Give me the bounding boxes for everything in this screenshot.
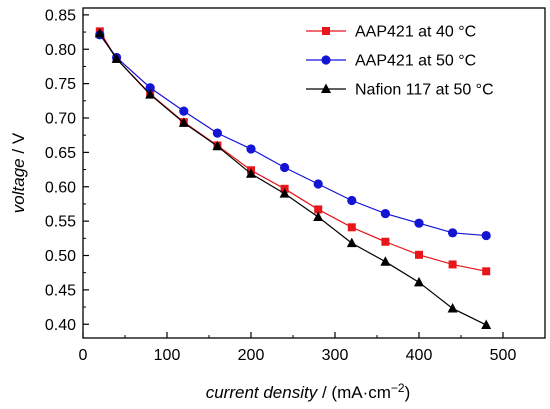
data-point: [212, 140, 223, 151]
y-tick-label: 0.65: [45, 145, 76, 162]
x-axis-title: current density / (mA·cm−2): [206, 381, 411, 402]
legend-item: AAP421 at 40 °C: [306, 24, 476, 41]
plot-frame: [82, 7, 546, 339]
y-tick-label: 0.45: [45, 282, 76, 299]
data-point: [313, 211, 324, 221]
x-tick-label: 100: [154, 347, 181, 364]
data-point: [381, 237, 390, 246]
y-axis-title: voltage / V: [9, 132, 28, 213]
data-point: [380, 208, 390, 219]
data-point: [347, 195, 357, 206]
data-point: [145, 89, 156, 99]
legend-label: AAP421 at 40 °C: [355, 24, 476, 41]
y-axis-title-quantity: voltage: [9, 158, 28, 213]
data-point: [280, 162, 290, 173]
data-point: [347, 223, 356, 232]
legend-marker: [321, 55, 331, 65]
data-point: [481, 319, 492, 329]
legend-item: Nafion 117 at 50 °C: [306, 82, 494, 99]
data-point: [414, 276, 424, 287]
legend: AAP421 at 40 °C AAP421 at 50 °C Nafion 117…: [306, 24, 494, 99]
data-point: [415, 250, 423, 259]
y-axis-title-unit: V: [9, 132, 28, 144]
data-point: [111, 53, 122, 63]
x-axis-title-separator: /: [322, 383, 327, 402]
legend-marker: [321, 83, 331, 93]
legend-item: AAP421 at 50 °C: [306, 53, 476, 70]
axis-ticks: 0 100 200 300 400 500 0.40 0.45 0.50 0.55 0.60 0.65…: [45, 7, 517, 364]
data-point: [246, 144, 256, 154]
data-point: [481, 230, 491, 241]
y-tick-label: 0.85: [45, 7, 76, 24]
data-point: [145, 83, 155, 93]
data-point: [380, 256, 391, 266]
y-tick-label: 0.50: [45, 248, 76, 265]
series-layer: [94, 27, 492, 329]
data-point: [212, 128, 222, 138]
legend-marker: [322, 27, 330, 35]
data-point: [414, 218, 424, 228]
data-point: [448, 228, 458, 238]
x-tick-label: 400: [406, 347, 433, 364]
y-tick-label: 0.70: [45, 111, 76, 128]
data-point: [94, 27, 105, 38]
y-tick-label: 0.75: [45, 76, 76, 93]
data-point: [447, 302, 458, 313]
y-tick-label: 0.40: [45, 317, 76, 334]
x-tick-label: 0: [79, 347, 88, 364]
legend-label: Nafion 117 at 50 °C: [355, 82, 494, 99]
x-tick-label: 500: [490, 347, 517, 364]
y-tick-label: 0.55: [45, 214, 76, 231]
y-axis-title-separator: /: [9, 149, 28, 154]
x-axis-title-quantity: current density: [206, 383, 319, 402]
data-point: [179, 106, 189, 116]
x-tick-label: 300: [322, 347, 349, 364]
data-point: [246, 168, 256, 178]
legend-label: AAP421 at 50 °C: [355, 53, 476, 70]
series-line: [99, 33, 487, 326]
data-point: [279, 188, 290, 198]
series-nafion-117-at-50-c: [94, 27, 492, 329]
y-tick-label: 0.60: [45, 179, 76, 196]
data-point: [178, 117, 189, 127]
data-point: [313, 179, 323, 189]
data-point: [314, 205, 323, 214]
x-tick-label: 200: [238, 347, 265, 364]
x-axis-title-unit: (mA·cm: [331, 383, 390, 402]
x-axis-title-exponent: −2: [391, 381, 405, 395]
data-point: [482, 267, 491, 276]
y-tick-label: 0.80: [45, 42, 76, 59]
x-axis-title-close: ): [405, 383, 411, 402]
data-point: [346, 237, 357, 248]
data-point: [448, 260, 457, 269]
